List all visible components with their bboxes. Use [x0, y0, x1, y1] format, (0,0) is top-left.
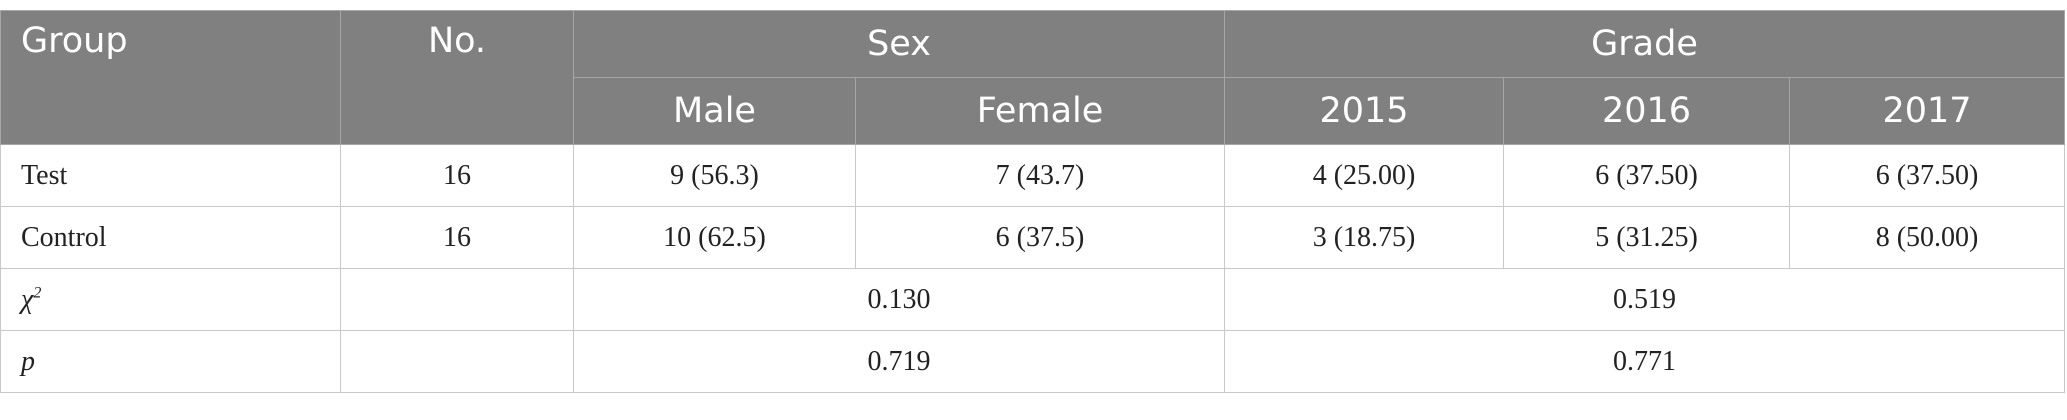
header-cell: Sex — [572, 10, 1226, 78]
cell: 4 (25.00) — [1224, 144, 1505, 207]
cell: 10 (62.5) — [573, 206, 856, 269]
header-cell: 2015 — [1224, 77, 1505, 145]
stat-label: χ2 — [21, 284, 41, 315]
table-row: Test 16 9 (56.3) 7 (43.7) 4 (25.00) 6 (37.50)… — [0, 144, 2066, 207]
header-cell: 2016 — [1503, 77, 1791, 145]
table-body: Test 16 9 (56.3) 7 (43.7) 4 (25.00) 6 (37.50)… — [0, 144, 2066, 393]
cell: 6 (37.50) — [1789, 144, 2066, 207]
table-row: χ2 0.130 0.519 — [0, 268, 2066, 331]
cell: 0.771 — [1224, 330, 2066, 393]
cell: 7 (43.7) — [854, 144, 1226, 207]
data-table: Group No. Sex Grade Male Female 2015 201… — [0, 10, 2066, 393]
cell: Test — [0, 144, 341, 207]
cell: 6 (37.5) — [854, 206, 1226, 269]
page: {"table": { "header": [["Group", "No.", … — [0, 10, 2067, 420]
cell: 6 (37.50) — [1503, 144, 1791, 207]
table-row: Control 16 10 (62.5) 6 (37.5) 3 (18.75) 5 (31… — [0, 206, 2066, 269]
cell: 5 (31.25) — [1503, 206, 1791, 269]
stat-symbol: χ — [21, 283, 34, 315]
cell: Control — [0, 206, 341, 269]
stat-label: p — [21, 345, 35, 377]
header-cell: Grade — [1224, 10, 2066, 78]
cell: p — [0, 330, 341, 393]
header-cell: Group — [0, 10, 341, 145]
table-row: p 0.719 0.771 — [0, 330, 2066, 393]
cell — [340, 330, 574, 393]
cell: 0.519 — [1224, 268, 2066, 331]
header-cell: Male — [573, 77, 856, 145]
cell: χ2 — [0, 268, 341, 331]
cell: 16 — [340, 206, 574, 269]
header-cell: Female — [854, 77, 1226, 145]
cell: 0.130 — [572, 268, 1226, 331]
cell: 8 (50.00) — [1789, 206, 2066, 269]
cell: 9 (56.3) — [573, 144, 856, 207]
cell: 0.719 — [572, 330, 1226, 393]
stat-sup: 2 — [33, 284, 42, 302]
cell: 16 — [340, 144, 574, 207]
cell — [340, 268, 574, 331]
header-cell: 2017 — [1789, 77, 2066, 145]
cell: 3 (18.75) — [1224, 206, 1505, 269]
header-cell: No. — [340, 10, 574, 145]
